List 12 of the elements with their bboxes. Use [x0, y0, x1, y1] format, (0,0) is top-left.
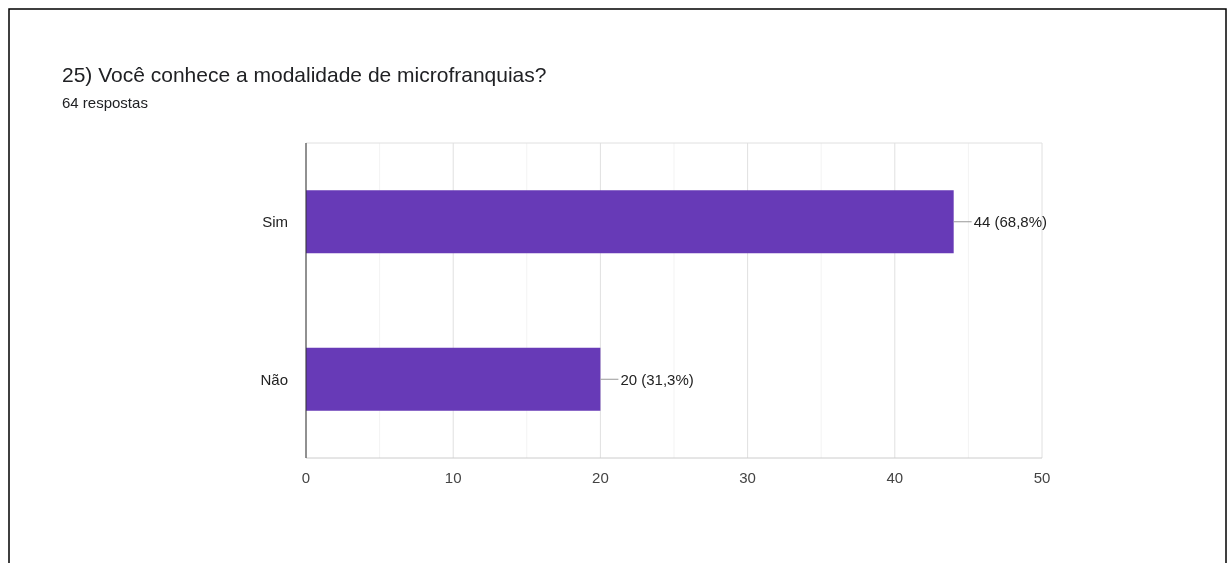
x-tick-label: 0: [301, 469, 311, 486]
data-label: 44 (68,8%): [973, 213, 1048, 230]
text: 64 respostas: [62, 94, 148, 111]
x-tick-label: 40: [886, 469, 904, 486]
chart-title: 25) Você conhece a modalidade de microfranquias?: [62, 63, 547, 86]
x-tick-label: 50: [1033, 469, 1051, 486]
x-tick-label: 10: [444, 469, 462, 486]
x-tick-label: 20: [592, 469, 609, 486]
data-label: 20 (31,3%): [620, 370, 694, 388]
y-tick-label: Sim: [262, 213, 288, 230]
y-tick-label: Não: [260, 370, 288, 388]
x-tick-label: 30: [739, 469, 756, 486]
